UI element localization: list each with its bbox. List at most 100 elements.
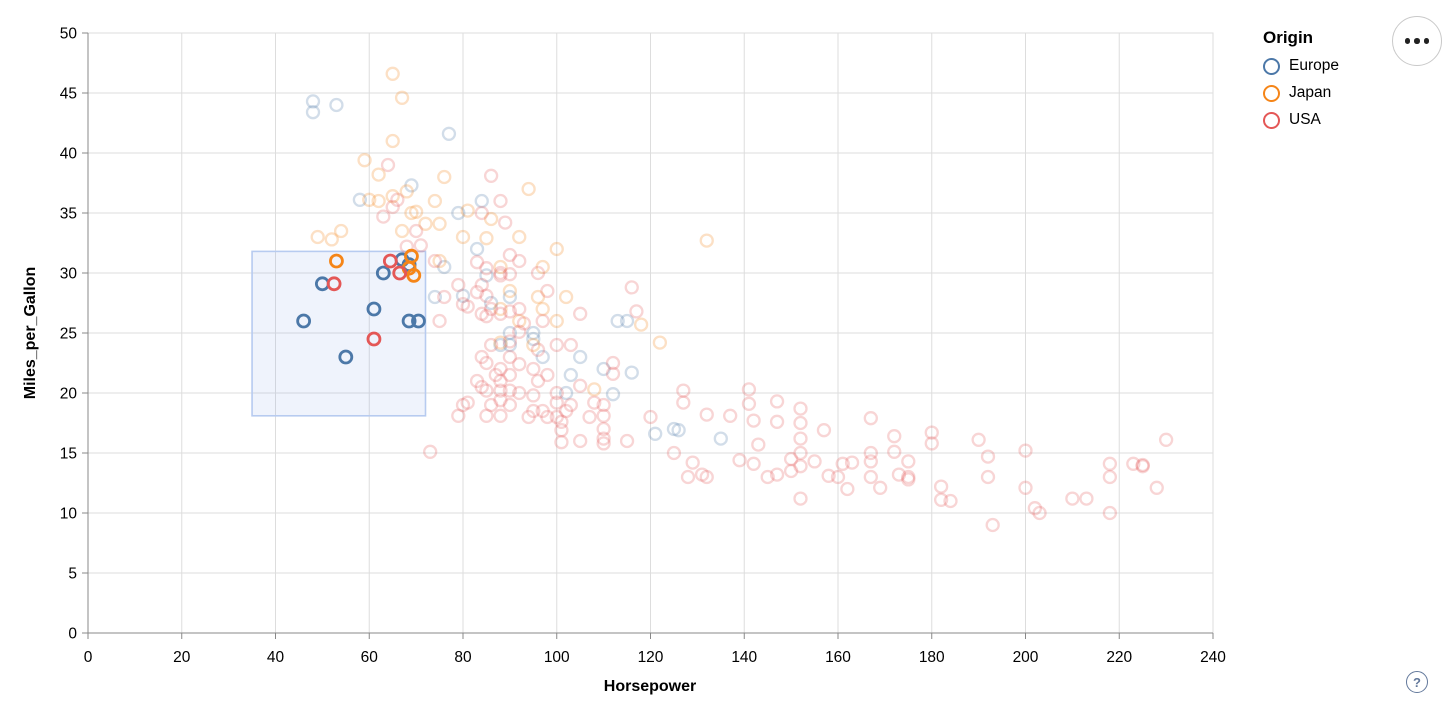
scatter-point (479, 288, 494, 303)
legend-label-japan: Japan (1289, 84, 1332, 101)
help-button[interactable]: ? (1406, 671, 1428, 693)
scatter-point (371, 193, 386, 209)
more-options-button[interactable] (1392, 16, 1442, 66)
scatter-point (437, 169, 452, 185)
scatter-point (483, 168, 499, 183)
scatter-point (483, 397, 499, 413)
scatter-point (498, 215, 513, 230)
scatter-point (502, 397, 518, 413)
scatter-point (502, 289, 518, 305)
scatter-point (985, 517, 1000, 533)
scatter-point (1135, 457, 1150, 473)
scatter-point-selected (366, 331, 382, 347)
scatter-point (530, 373, 546, 389)
scatter-point (596, 397, 611, 413)
scatter-point (1018, 443, 1033, 458)
scatter-point (390, 192, 405, 207)
scatter-point (582, 409, 597, 425)
scatter-point (596, 361, 611, 377)
scatter-point (474, 205, 489, 221)
scatter-point (479, 309, 494, 324)
scatter-point (680, 469, 696, 485)
usa-swatch-icon (1263, 111, 1280, 129)
scatter-point (769, 467, 785, 482)
scatter-point (512, 301, 527, 317)
scatter-point (643, 409, 658, 425)
brush-selection[interactable] (251, 250, 427, 417)
scatter-point (619, 433, 635, 449)
scatter-point (558, 289, 574, 305)
scatter-point (666, 421, 682, 437)
scatter-point (901, 472, 916, 487)
scatter-point (610, 313, 625, 329)
scatter-point (305, 105, 321, 120)
scatter-point (554, 423, 569, 438)
scatter-point (535, 259, 550, 275)
scatter-point (793, 459, 808, 474)
legend-label-usa: USA (1289, 111, 1321, 128)
scatter-point (624, 280, 639, 295)
scatter-point (502, 367, 518, 383)
scatter-point (530, 289, 546, 305)
scatter-point (493, 393, 508, 408)
scatter-point (624, 365, 639, 380)
scatter-point (844, 455, 860, 470)
scatter-point (483, 295, 499, 311)
scatter-point (1149, 480, 1164, 495)
scatter-point (830, 469, 846, 485)
scatter-point (699, 407, 714, 422)
scatter-point (451, 205, 466, 221)
scatter-point (526, 361, 541, 377)
scatter-point (549, 337, 564, 353)
scatter-point (821, 468, 836, 483)
y-tick-label: 45 (60, 86, 77, 103)
scatter-point (573, 433, 588, 449)
scatter-point (596, 436, 611, 451)
scatter-point (933, 492, 949, 507)
scatter-point (502, 283, 518, 299)
scatter-point (535, 301, 550, 317)
scatter-point (924, 436, 939, 451)
scatter-point (493, 306, 508, 321)
scatter-point (746, 456, 761, 471)
x-tick-label: 200 (1013, 649, 1039, 666)
scatter-point (488, 367, 503, 383)
scatter-point (371, 167, 386, 182)
origin-legend: Origin Europe Japan USA (1263, 28, 1339, 138)
scatter-point (408, 204, 424, 219)
scatter-point (666, 445, 682, 461)
scatter-point (980, 469, 996, 485)
x-axis-title: Horsepower (603, 678, 697, 695)
scatter-point (479, 231, 494, 246)
scatter-point (573, 349, 588, 365)
scatter-point (427, 253, 443, 269)
scatter-point (530, 342, 546, 357)
scatter-point (512, 229, 527, 245)
scatter-point (493, 265, 508, 281)
scatter-point (404, 205, 419, 221)
scatter-point (648, 426, 663, 441)
scatter-point (408, 223, 424, 239)
scatter-point (605, 355, 621, 371)
scatter-point (385, 133, 400, 149)
scatter-point (1065, 491, 1080, 506)
y-tick-label: 20 (60, 386, 78, 403)
scatter-point (563, 397, 578, 413)
scatter-point (924, 425, 939, 440)
scatter-point (423, 444, 438, 459)
y-axis-title: Miles_per_Gallon (22, 266, 39, 400)
scatter-point (807, 454, 822, 469)
europe-swatch-icon (1263, 57, 1280, 75)
scatter-point-selected (366, 301, 382, 317)
scatter-point (835, 456, 850, 471)
x-tick-label: 140 (731, 649, 757, 666)
scatter-point (333, 223, 349, 239)
x-tick-label: 80 (454, 649, 472, 666)
scatter-point (619, 313, 635, 329)
scatter-point (535, 403, 550, 419)
scatter-point (943, 493, 958, 509)
scatter-point (751, 437, 766, 452)
scatter-point (793, 445, 808, 461)
scatter-point (483, 211, 499, 227)
